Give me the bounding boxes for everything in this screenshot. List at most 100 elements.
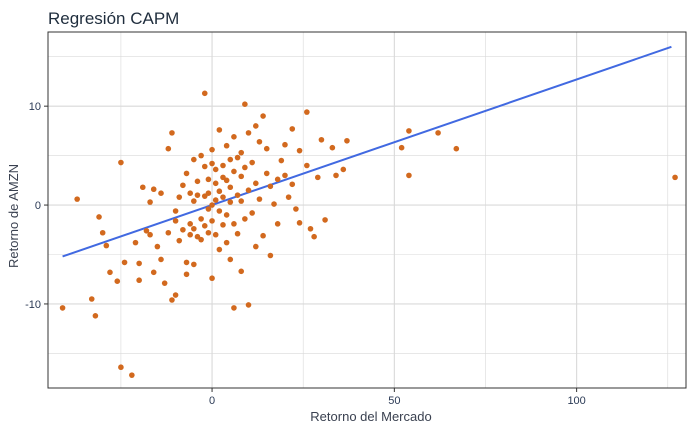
- data-point: [406, 128, 412, 134]
- data-point: [256, 196, 263, 202]
- x-tick-label: 100: [567, 395, 585, 407]
- data-point: [158, 190, 164, 196]
- data-point: [201, 163, 208, 170]
- data-point: [245, 130, 252, 136]
- data-point: [278, 157, 285, 164]
- data-point: [260, 232, 266, 239]
- data-point: [227, 184, 234, 191]
- regression-line-layer: [62, 45, 672, 258]
- data-point: [296, 147, 303, 154]
- data-point: [158, 256, 164, 263]
- data-point: [223, 142, 230, 149]
- data-point: [263, 170, 270, 177]
- data-point: [150, 269, 157, 276]
- data-point: [398, 144, 405, 151]
- data-point: [187, 221, 193, 227]
- data-point: [96, 214, 102, 220]
- data-point: [242, 216, 248, 222]
- y-tick-label: -10: [25, 299, 41, 311]
- data-point: [314, 174, 321, 181]
- data-point: [322, 217, 328, 223]
- data-point: [180, 182, 186, 189]
- data-point: [183, 259, 190, 266]
- data-point: [88, 296, 95, 302]
- data-point: [136, 260, 142, 267]
- y-axis-ticks: -10 0 10: [25, 101, 48, 311]
- data-point: [198, 236, 204, 243]
- data-point: [212, 231, 219, 238]
- data-point: [129, 372, 135, 378]
- grid-lines: [48, 32, 686, 388]
- data-point: [198, 216, 204, 222]
- data-point: [453, 145, 460, 152]
- x-axis-ticks: 0 50 100: [209, 388, 586, 407]
- data-point: [260, 113, 266, 119]
- x-tick-label: 50: [388, 395, 400, 407]
- data-point: [169, 130, 175, 136]
- data-point: [143, 227, 150, 234]
- data-point: [187, 190, 193, 196]
- data-point: [238, 198, 245, 204]
- data-point: [220, 162, 226, 169]
- data-point: [147, 231, 153, 238]
- data-point: [304, 162, 310, 169]
- data-point: [139, 184, 146, 191]
- data-point: [435, 130, 441, 136]
- data-point: [296, 220, 303, 226]
- y-tick-label: 10: [29, 101, 41, 113]
- data-point: [234, 192, 241, 198]
- data-point: [205, 229, 212, 236]
- data-point: [209, 146, 215, 153]
- data-point: [216, 188, 223, 195]
- data-point: [74, 196, 80, 202]
- data-point: [212, 180, 219, 187]
- data-point: [59, 305, 66, 311]
- data-point: [92, 313, 99, 319]
- data-point: [194, 178, 201, 185]
- data-point: [121, 259, 128, 266]
- data-point: [220, 222, 226, 228]
- data-point: [147, 199, 153, 205]
- data-point: [234, 230, 241, 237]
- data-point: [245, 187, 252, 194]
- data-point: [212, 166, 219, 173]
- data-point: [176, 237, 183, 244]
- data-point: [238, 149, 245, 156]
- data-point: [242, 101, 248, 107]
- y-tick-label: 0: [35, 200, 41, 212]
- data-point: [282, 172, 288, 179]
- data-point: [191, 156, 197, 163]
- data-point: [212, 197, 219, 203]
- data-point: [194, 192, 201, 198]
- data-point: [209, 275, 215, 282]
- data-point: [216, 127, 223, 133]
- data-point: [209, 202, 215, 208]
- data-point: [180, 226, 186, 233]
- data-point: [154, 243, 161, 250]
- data-point: [333, 172, 339, 179]
- data-point: [231, 305, 237, 311]
- data-point: [274, 221, 281, 227]
- data-point: [245, 302, 252, 308]
- data-point: [165, 229, 172, 236]
- data-point: [274, 176, 281, 183]
- data-point: [161, 280, 168, 286]
- data-point: [256, 138, 263, 145]
- plot-border: [47, 31, 687, 389]
- data-point: [216, 246, 223, 253]
- data-point: [205, 190, 212, 196]
- data-point: [307, 225, 314, 232]
- data-point: [406, 172, 412, 179]
- data-point: [118, 364, 124, 371]
- data-point: [344, 137, 350, 144]
- data-point: [289, 126, 296, 132]
- data-point: [231, 221, 237, 227]
- data-point: [234, 154, 241, 161]
- data-point: [253, 123, 259, 129]
- data-point: [242, 164, 248, 171]
- data-point: [227, 199, 234, 205]
- data-point: [118, 159, 124, 166]
- data-point: [201, 90, 208, 97]
- regression-line: [62, 45, 672, 258]
